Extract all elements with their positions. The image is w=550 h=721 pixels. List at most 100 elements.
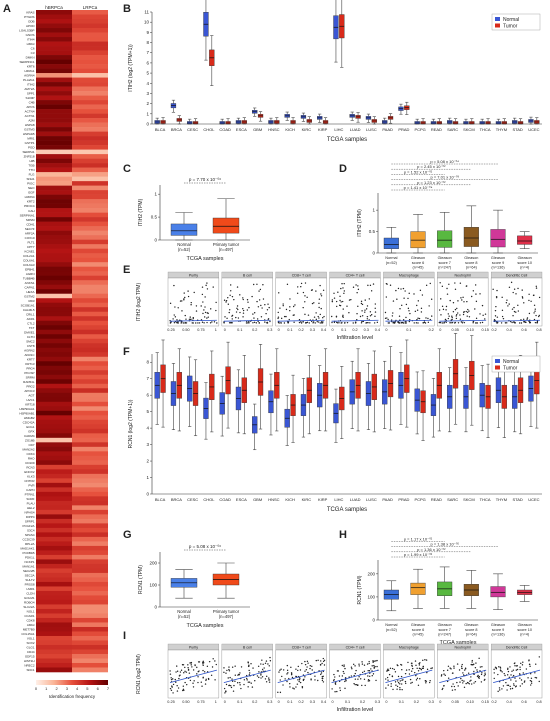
scatter-point <box>530 680 533 683</box>
heatmap-cell <box>72 131 108 137</box>
heatmap-cell <box>36 635 72 641</box>
ytick-label: 6 <box>146 60 149 65</box>
scatter-point <box>519 685 522 687</box>
y-axis-title: RCN1 (log2 (TPM+1)) <box>128 399 134 448</box>
regression-line <box>169 669 217 684</box>
scatter-point <box>516 668 519 671</box>
scatter-point <box>495 667 498 670</box>
heatmap-cell <box>36 244 72 249</box>
scatter-point <box>449 299 451 302</box>
scatter-point <box>520 662 522 665</box>
scatter-point <box>519 666 521 668</box>
scatter-point <box>225 690 227 693</box>
scatter-point <box>309 665 311 667</box>
xtick-label: 0 <box>439 700 441 704</box>
scatter-point <box>505 681 507 684</box>
scatter-point <box>288 677 290 680</box>
scatter-point <box>418 667 421 670</box>
group-label: Gleason <box>411 623 425 627</box>
scatter-point <box>233 684 235 687</box>
scatter-point <box>400 664 403 666</box>
gene-label: CLDN <box>26 592 34 596</box>
gene-label: DMXE1 <box>24 330 35 334</box>
scatter-point <box>237 308 239 311</box>
scatter-point <box>250 682 252 684</box>
scatter-point <box>521 683 523 685</box>
scatter-point <box>391 675 394 677</box>
scatter-point <box>299 677 301 679</box>
heatmap-cell <box>72 14 108 20</box>
scatter-panel <box>221 649 273 699</box>
heatmap-cell <box>72 406 108 412</box>
scatter-point <box>391 667 394 670</box>
scatter-point <box>215 309 217 312</box>
category-label: SKCM <box>463 127 475 132</box>
xtick-label: 0 <box>224 700 226 704</box>
scatter-point <box>293 688 295 690</box>
gene-label: AGRN4 <box>24 74 35 78</box>
scatter-point <box>506 299 508 301</box>
group-label: Gleason <box>491 623 505 627</box>
scatter-point <box>206 282 208 284</box>
scatter-point <box>206 321 208 324</box>
scatter-point <box>399 687 401 689</box>
scatter-point <box>246 299 249 301</box>
scatter-point <box>409 312 411 315</box>
scatter-point <box>311 302 314 305</box>
scatter-point <box>278 292 280 294</box>
gene-label: ECG1 <box>26 425 35 429</box>
scatter-point <box>418 664 421 666</box>
scatter-point <box>172 318 174 320</box>
gene-label: PCDB1B <box>22 551 34 555</box>
heatmap-cell <box>36 77 72 83</box>
heatmap-cell <box>36 451 72 457</box>
scatter-point <box>366 663 369 665</box>
scatter-point <box>447 665 450 668</box>
scatter-point <box>298 321 301 324</box>
gene-label: MAD1AK1 <box>20 547 34 551</box>
heatmap-cell <box>36 217 72 222</box>
scatter-point <box>211 666 214 668</box>
scatter-point <box>341 300 344 303</box>
group-label: (n=52) <box>178 247 191 252</box>
scatter-point <box>242 309 245 312</box>
heatmap-cell <box>72 622 108 628</box>
scatter-point <box>286 283 289 286</box>
scatter-point <box>208 660 211 663</box>
group-label: Gleason <box>464 623 478 627</box>
heatmap-cell <box>72 154 108 159</box>
gene-label: ZG16B <box>25 438 35 442</box>
heatmap-cell <box>36 154 72 159</box>
scatter-point <box>372 660 374 662</box>
heatmap-cell <box>72 658 108 664</box>
heatmap-cell <box>72 343 108 349</box>
ytick-label: 1 <box>154 192 157 197</box>
column-label-lrpca: LRPCa <box>83 5 98 10</box>
scatter-point <box>498 689 501 691</box>
regression-line <box>223 319 271 322</box>
scatter-point <box>444 318 447 321</box>
group-label: score 9 <box>492 628 504 632</box>
scatter-point <box>254 680 256 682</box>
scatter-point <box>230 290 232 292</box>
scatter-point <box>182 689 184 692</box>
subpanel-title: Dendritic Cell <box>506 273 528 277</box>
scatter-point <box>280 322 282 324</box>
scatter-point <box>415 679 418 681</box>
scatter-point <box>501 309 504 312</box>
scatter-point <box>213 321 216 323</box>
scatter-point <box>307 314 310 316</box>
gene-label: FLG <box>29 173 36 177</box>
scatter-point <box>250 662 252 665</box>
scatter-point <box>187 667 189 669</box>
heatmap-cell <box>36 568 72 574</box>
gene-label: HSP90AB1 <box>19 411 35 415</box>
heatmap-cell <box>36 316 72 322</box>
category-label: CHOL <box>203 497 215 502</box>
scatter-point <box>226 669 228 672</box>
scatter-point <box>392 688 394 691</box>
heatmap-cell <box>72 536 108 542</box>
heatmap-cell <box>72 554 108 560</box>
scatter-point <box>463 301 465 303</box>
heatmap-cell <box>72 203 108 209</box>
